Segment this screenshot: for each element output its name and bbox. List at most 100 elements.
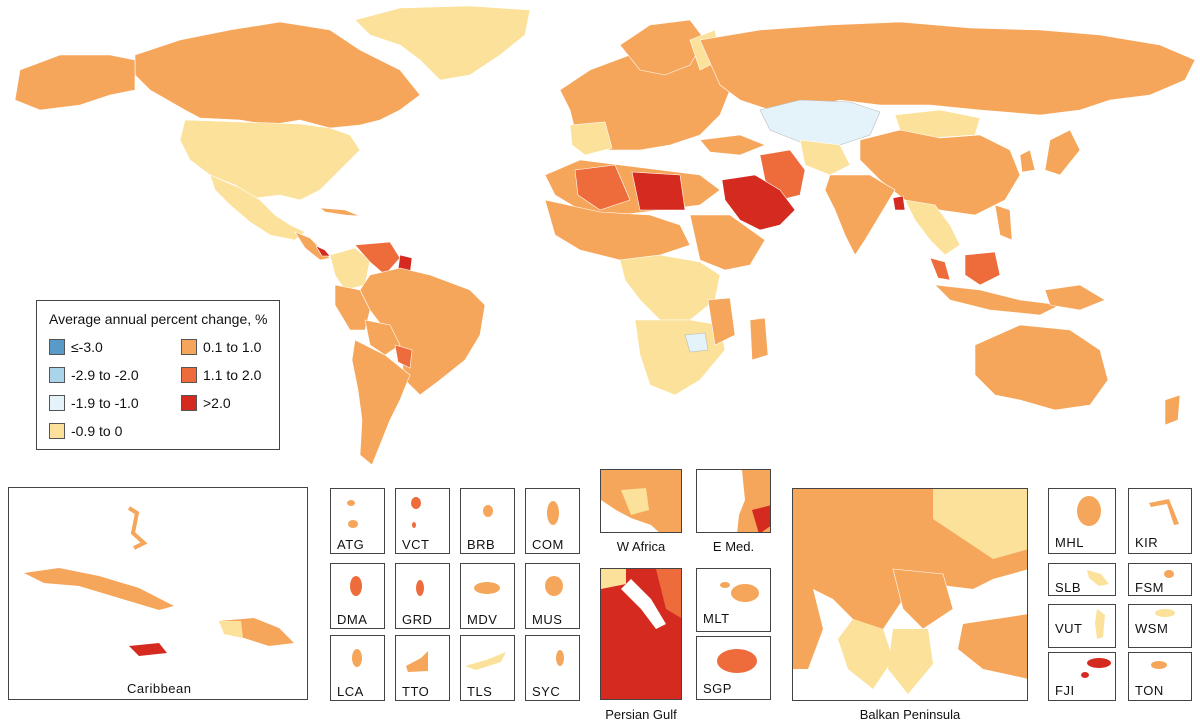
legend-swatch [49,367,65,383]
inset-label: LCA [337,684,364,699]
inset-label: MHL [1055,535,1084,550]
inset-label: FSM [1135,580,1164,595]
inset-label: TLS [467,684,493,699]
inset-dma: DMA [330,563,385,629]
malaysia [929,257,951,281]
inset-label: ATG [337,537,365,552]
inset-syc: SYC [525,635,580,701]
bangladesh [892,195,906,211]
legend-item: 1.1 to 2.0 [181,367,261,383]
venezuela [354,241,401,276]
inset-ton: TON [1128,652,1192,701]
inset-label: Balkan Peninsula [859,707,961,722]
canada [134,21,421,129]
algeria [574,164,631,211]
indonesia [934,284,1062,316]
inset-label: Caribbean [127,681,192,696]
bolivia [364,319,401,356]
inset-kir: KIR [1128,488,1192,554]
turkey [699,134,766,156]
inset-label: SYC [532,684,561,699]
legend-label: ≤-3.0 [71,339,103,355]
cuba-shape [24,568,174,610]
legend-item: -1.9 to -1.0 [49,395,139,411]
inset-mhl: MHL [1048,488,1116,554]
legend-swatch [181,339,197,355]
legend-title: Average annual percent change, % [49,311,268,327]
argentina-chile [351,339,411,466]
legend-swatch [181,367,197,383]
legend-label: -0.9 to 0 [71,423,123,439]
legend-swatch [49,395,65,411]
inset-atg: ATG [330,488,385,554]
inset-label: Persian Gulf [605,707,677,722]
inset-label: W Africa [616,539,666,554]
kazakhstan [759,99,881,146]
brazil [359,267,486,396]
inset-fji: FJI [1048,652,1116,701]
russia [699,21,1196,116]
new-guinea [1044,284,1106,311]
madagascar [749,317,769,361]
legend-item: 0.1 to 1.0 [181,339,261,355]
inset-lca: LCA [330,635,385,701]
mozambique [707,297,736,346]
inset-label: TTO [402,684,430,699]
legend-swatch [49,339,65,355]
legend-item: -0.9 to 0 [49,423,122,439]
legend-swatch [181,395,197,411]
inset-persian-gulf [600,568,682,700]
saudi-arabia [721,174,796,231]
inset-mlt: MLT [696,568,771,632]
inset-label: WSM [1135,621,1169,636]
inset-caribbean: Caribbean [8,487,308,700]
iberia [569,121,613,156]
legend-label: -1.9 to -1.0 [71,395,139,411]
paraguay [394,344,413,369]
inset-label: SGP [703,681,732,696]
korea [1019,149,1036,173]
inset-label: SLB [1055,580,1082,595]
inset-slb: SLB [1048,563,1116,596]
inset-mdv: MDV [460,563,515,629]
inset-label: COM [532,537,564,552]
inset-label: DMA [337,612,368,627]
zimbabwe [684,332,709,353]
inset-w-africa [600,469,682,533]
inset-tto: TTO [395,635,450,701]
central-africa [619,254,721,321]
inset-com: COM [525,488,580,554]
jamaica-shape [129,643,167,656]
inset-fsm: FSM [1128,563,1192,596]
se-asia [904,199,961,256]
west-africa [544,199,691,261]
inset-balkan [792,488,1028,701]
central-asia [799,139,851,176]
inset-grd: GRD [395,563,450,629]
bahamas-shape [127,506,148,550]
usa [179,119,361,201]
inset-sgp: SGP [696,636,771,700]
inset-e-med [696,469,771,533]
cuba [319,207,361,217]
china [859,129,1021,216]
world-map [14,5,1196,466]
inset-wsm: WSM [1128,604,1192,648]
east-africa [689,214,766,271]
southern-africa [634,319,726,396]
borneo [964,251,1001,286]
inset-label: MUS [532,612,563,627]
alaska [14,54,136,111]
legend-swatch [49,423,65,439]
legend-item: ≤-3.0 [49,339,103,355]
india [824,174,896,256]
inset-label: VCT [402,537,430,552]
legend-label: 0.1 to 1.0 [203,339,262,355]
inset-label: FJI [1055,683,1075,698]
haiti-shape [219,621,243,638]
legend: Average annual percent change, % ≤-3.0 -… [36,300,280,450]
philippines [994,204,1013,241]
legend-label: >2.0 [203,395,231,411]
inset-vut: VUT [1048,604,1116,648]
inset-brb: BRB [460,488,515,554]
